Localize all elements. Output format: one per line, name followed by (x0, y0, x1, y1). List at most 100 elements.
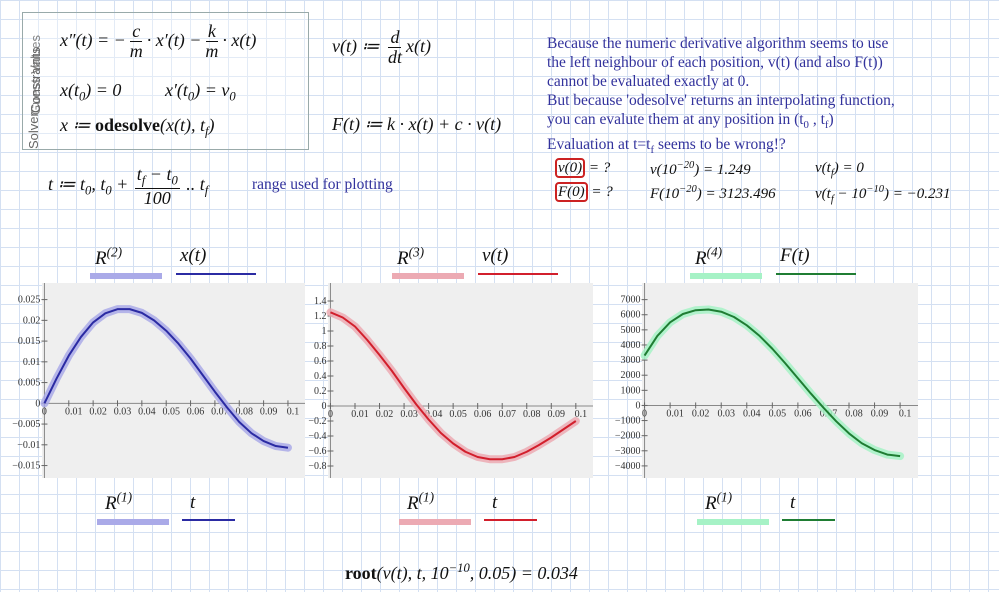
x-tick-label: 0.1 (575, 409, 588, 420)
text: Because the numeric derivative algorithm… (547, 35, 889, 52)
x-tick-label: 0.02 (692, 408, 710, 419)
expr: R(4) (695, 245, 723, 269)
text: ) = 0 (833, 160, 864, 176)
text: R (705, 493, 717, 515)
denominator: m (128, 40, 145, 61)
y-tick-label: 0.015 (18, 336, 41, 347)
x-tick-label: 0.03 (717, 408, 735, 419)
text: F(0) (558, 184, 585, 200)
text: x′(t (165, 80, 188, 100)
ic2: x′(t0) = v0 (165, 80, 236, 105)
text: f (141, 173, 146, 188)
y-tick-label: 0.02 (23, 315, 41, 326)
root: root(v(t), t, 10−10, 0.05) = 0.034 (345, 561, 578, 584)
text: ) (828, 111, 834, 128)
superscript: (1) (419, 490, 435, 505)
superscript: −10 (866, 184, 884, 195)
text: v(t) ≔ (332, 35, 384, 56)
text: ) = 0 (85, 80, 122, 100)
text: , t (808, 111, 825, 128)
denominator: m (203, 41, 220, 61)
y-tick-label: 5000 (621, 325, 641, 336)
x-tick-label: 0.08 (523, 409, 541, 420)
text: cannot be evaluated exactly at 0. (547, 73, 750, 90)
superscript: (4) (707, 245, 723, 260)
x-tick-label: 0.1 (899, 408, 912, 419)
text: (x(t), t (160, 115, 205, 135)
subscript: 0 (229, 90, 235, 104)
text: (2) (106, 245, 123, 260)
text: Evaluation at t=t (547, 136, 651, 154)
subscript: 0 (171, 174, 177, 188)
v-def: v(t) ≔ d dt x(t) (332, 28, 431, 67)
x-tick-label: 0.07 (498, 409, 516, 420)
boxed: F(0) (555, 182, 588, 202)
y-tick-label: −0.6 (308, 446, 326, 457)
y-tick-label: −0.2 (308, 416, 326, 427)
legend-label: F(t) (780, 245, 810, 267)
note-line: you can evalute them at any position in … (547, 110, 895, 135)
y-tick-label: −0.01 (17, 440, 40, 451)
superscript: −20 (679, 184, 697, 195)
expr: F(0) = ? (555, 182, 613, 202)
text: seems to be wrong!? (654, 136, 786, 154)
y-tick-label: −4000 (615, 461, 641, 472)
subscript: 0 (79, 90, 85, 104)
subscript: f (831, 194, 834, 205)
x-tick-label: 0.09 (260, 406, 278, 417)
text: · x(t) (222, 29, 257, 50)
x-tick-label: 0.05 (162, 406, 180, 417)
expr: F(10−20) = 3123.496 (650, 184, 776, 202)
subscript: 0 (804, 119, 809, 131)
y-tick-label: 0.6 (314, 356, 327, 367)
x-tick-label: 0.08 (236, 406, 254, 417)
numerator: tf − t0 (134, 165, 180, 189)
y-tick-label: −0.015 (12, 461, 40, 472)
expr: x′(t0) = v0 (165, 80, 236, 104)
text: (1) (116, 490, 133, 505)
text: v(0) (558, 160, 583, 176)
text: (v(t), t, 10 (376, 563, 449, 583)
text: ) = v (194, 80, 230, 100)
note-line: But because 'odesolve' returns an interp… (547, 91, 895, 110)
expr: x(t0) = 0 (60, 80, 122, 104)
x-tick-label: 0 (328, 409, 333, 420)
text: −20 (679, 184, 697, 195)
legend-label: v(t) (482, 245, 508, 267)
F-def: F(t) ≔ k · x(t) + c · v(t) (332, 114, 501, 135)
expr: R(1) (705, 490, 732, 515)
subscript: f (205, 184, 209, 198)
expr: v(0) = ? (555, 158, 610, 178)
subscript: 0 (85, 184, 91, 198)
note-line: Evaluation at t=tf seems to be wrong!? (547, 135, 895, 160)
expr: R(1) (105, 490, 133, 514)
superscript: (3) (409, 245, 425, 260)
expr: v(t) ≔ d dt x(t) (332, 28, 431, 67)
ic1: x(t0) = 0 (60, 80, 121, 105)
subscript: f (650, 144, 654, 156)
expr: v(10−20) = 1.249 (650, 160, 751, 178)
text: f (204, 184, 209, 199)
text: v(10 (650, 162, 677, 178)
text: k (207, 21, 216, 41)
text: t ≔ t (48, 174, 86, 195)
range-note: range used for plotting (252, 176, 393, 193)
evaluation: v(tf − 10−10) = −0.231 (815, 184, 950, 205)
text: x(t) (406, 35, 431, 56)
numerator: d (388, 27, 402, 48)
x-tick-label: 0.01 (666, 408, 684, 419)
superscript: −10 (449, 561, 470, 575)
x-tick-label: 0.01 (65, 406, 83, 417)
legend-label: R(1) (407, 490, 434, 515)
legend-label: t (790, 492, 795, 514)
y-tick-label: 7000 (621, 295, 641, 306)
legend-label: R(1) (105, 490, 132, 515)
text: m (129, 40, 143, 61)
denominator: dt (386, 47, 404, 67)
expr: R(3) (397, 245, 425, 269)
text: x(t) (180, 245, 207, 266)
text: d (390, 27, 400, 47)
x-tick-label: 0.06 (794, 408, 812, 419)
